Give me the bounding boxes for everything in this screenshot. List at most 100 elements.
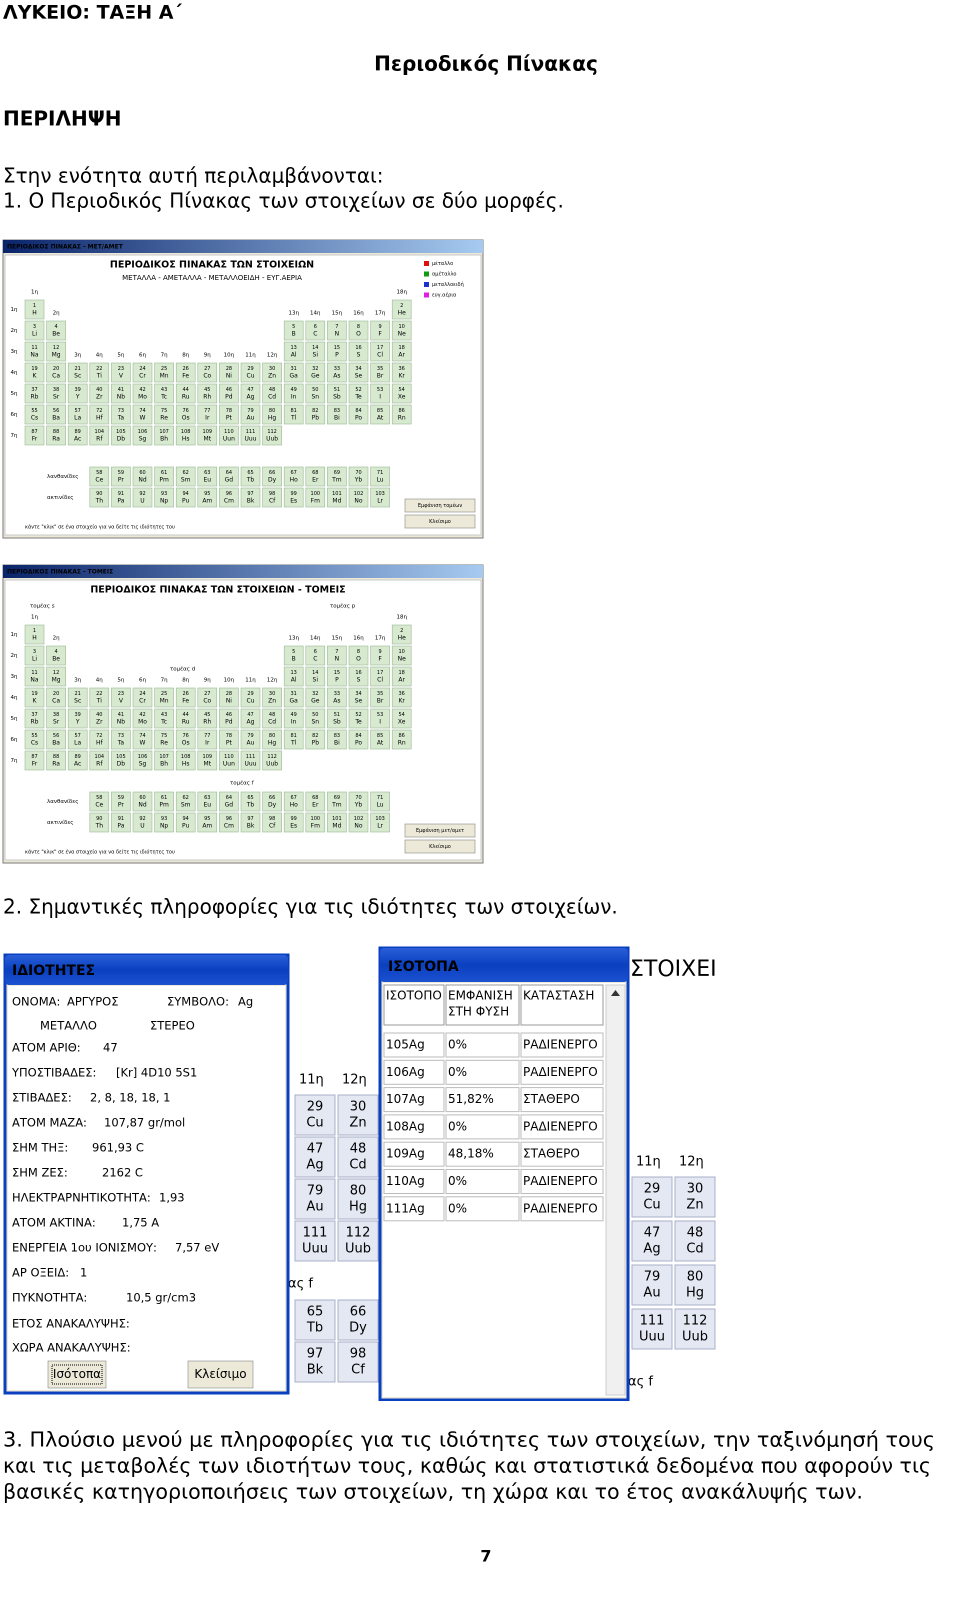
element-cell[interactable] <box>154 791 174 812</box>
element-cell[interactable] <box>240 383 261 404</box>
element-cell[interactable] <box>283 708 304 729</box>
element-cell[interactable] <box>24 624 45 645</box>
element-cell[interactable] <box>305 687 326 708</box>
element-cell[interactable] <box>262 466 282 487</box>
element-cell[interactable] <box>327 812 347 833</box>
element-cell[interactable] <box>175 404 196 425</box>
element-cell[interactable] <box>89 425 110 446</box>
element-cell[interactable] <box>67 383 88 404</box>
element-cell[interactable] <box>219 466 239 487</box>
element-cell[interactable] <box>370 729 390 750</box>
element-cell[interactable] <box>24 425 45 446</box>
element-cell[interactable] <box>154 466 174 487</box>
element-cell[interactable] <box>370 466 390 487</box>
element-cell[interactable] <box>89 362 110 383</box>
element-cell[interactable] <box>262 750 282 771</box>
element-cell[interactable] <box>132 750 153 771</box>
element-cell[interactable] <box>391 687 412 708</box>
element-cell[interactable] <box>327 362 347 383</box>
element-cell[interactable] <box>327 404 347 425</box>
element-cell[interactable] <box>391 708 412 729</box>
element-cell[interactable] <box>175 383 196 404</box>
element-cell[interactable] <box>305 320 326 341</box>
element-cell[interactable] <box>370 687 390 708</box>
element-cell[interactable] <box>348 708 369 729</box>
element-cell[interactable] <box>283 404 304 425</box>
element-cell[interactable] <box>391 383 412 404</box>
button[interactable] <box>187 1360 254 1389</box>
element-cell[interactable] <box>283 320 304 341</box>
element-cell[interactable] <box>327 466 347 487</box>
element-cell[interactable] <box>370 487 390 508</box>
element-cell[interactable] <box>305 404 326 425</box>
element-cell[interactable] <box>219 383 239 404</box>
element-cell[interactable] <box>283 362 304 383</box>
element-cell[interactable] <box>132 687 153 708</box>
element-cell[interactable] <box>327 729 347 750</box>
element-cell[interactable] <box>391 320 412 341</box>
element-cell[interactable] <box>370 320 390 341</box>
element-cell[interactable] <box>327 791 347 812</box>
element-cell[interactable] <box>240 404 261 425</box>
element-cell[interactable] <box>89 466 110 487</box>
element-cell[interactable] <box>46 320 66 341</box>
element-cell[interactable] <box>391 362 412 383</box>
element-cell[interactable] <box>197 750 218 771</box>
element-cell[interactable] <box>391 341 412 362</box>
element-cell[interactable] <box>46 645 66 666</box>
element-cell[interactable] <box>24 404 45 425</box>
element-cell[interactable] <box>219 812 239 833</box>
element-cell[interactable] <box>197 404 218 425</box>
element-cell[interactable] <box>240 466 261 487</box>
element-cell[interactable] <box>370 645 390 666</box>
element-cell[interactable] <box>111 791 131 812</box>
element-cell[interactable] <box>262 404 282 425</box>
element-cell[interactable] <box>46 687 66 708</box>
element-cell[interactable] <box>67 425 88 446</box>
element-cell[interactable] <box>197 729 218 750</box>
element-cell[interactable] <box>348 645 369 666</box>
element-cell[interactable] <box>262 812 282 833</box>
element-cell[interactable] <box>391 729 412 750</box>
element-cell[interactable] <box>46 341 66 362</box>
element-cell[interactable] <box>391 666 412 687</box>
element-cell[interactable] <box>348 404 369 425</box>
element-cell[interactable] <box>67 687 88 708</box>
element-cell[interactable] <box>305 466 326 487</box>
element-cell[interactable] <box>175 812 196 833</box>
element-cell[interactable] <box>283 687 304 708</box>
element-cell[interactable] <box>132 383 153 404</box>
element-cell[interactable] <box>305 341 326 362</box>
element-cell[interactable] <box>197 383 218 404</box>
element-cell[interactable] <box>262 791 282 812</box>
element-cell[interactable] <box>283 812 304 833</box>
element-cell[interactable] <box>175 687 196 708</box>
element-cell[interactable] <box>305 383 326 404</box>
element-cell[interactable] <box>370 708 390 729</box>
element-cell[interactable] <box>175 729 196 750</box>
element-cell[interactable] <box>370 791 390 812</box>
element-cell[interactable] <box>240 487 261 508</box>
element-cell[interactable] <box>154 425 174 446</box>
element-cell[interactable] <box>370 404 390 425</box>
element-cell[interactable] <box>262 729 282 750</box>
element-cell[interactable] <box>132 425 153 446</box>
element-cell[interactable] <box>305 812 326 833</box>
element-cell[interactable] <box>348 791 369 812</box>
button[interactable] <box>404 498 476 513</box>
element-cell[interactable] <box>111 383 131 404</box>
element-cell[interactable] <box>348 383 369 404</box>
element-cell[interactable] <box>240 729 261 750</box>
element-cell[interactable] <box>305 708 326 729</box>
element-cell[interactable] <box>219 362 239 383</box>
element-cell[interactable] <box>132 729 153 750</box>
element-cell[interactable] <box>67 404 88 425</box>
element-cell[interactable] <box>154 812 174 833</box>
element-cell[interactable] <box>46 425 66 446</box>
element-cell[interactable] <box>219 750 239 771</box>
element-cell[interactable] <box>24 362 45 383</box>
element-cell[interactable] <box>262 687 282 708</box>
element-cell[interactable] <box>219 425 239 446</box>
element-cell[interactable] <box>175 362 196 383</box>
element-cell[interactable] <box>240 791 261 812</box>
